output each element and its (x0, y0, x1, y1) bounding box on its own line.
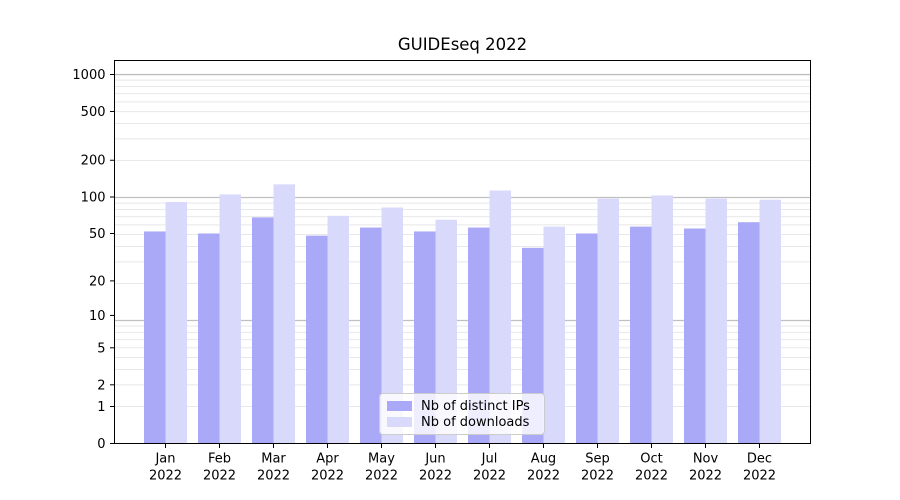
bar-jul-ips (468, 227, 490, 444)
bar-nov-downloads (705, 198, 727, 444)
bar-oct-downloads (651, 195, 673, 444)
x-tick-label-month: Mar (261, 452, 286, 467)
bar-dec-downloads (759, 199, 781, 444)
legend-item-distinct-ips: Nb of distinct IPs (387, 398, 536, 414)
chart-title: GUIDEseq 2022 (397, 35, 528, 54)
bar-jul-downloads (489, 190, 511, 444)
legend-label-distinct-ips: Nb of distinct IPs (421, 398, 530, 414)
x-tick-label-year: 2022 (419, 469, 452, 484)
bar-feb-downloads (219, 194, 241, 444)
x-tick-label-month: Dec (747, 452, 772, 467)
y-tick-label: 500 (81, 105, 106, 120)
bar-may-downloads (381, 207, 403, 444)
x-tick-label-year: 2022 (689, 469, 722, 484)
bar-dec-ips (738, 222, 760, 444)
bar-jun-downloads (435, 219, 457, 444)
x-tick-label-month: Jan (154, 452, 175, 467)
bar-apr-ips (306, 235, 328, 444)
x-tick-label-year: 2022 (635, 469, 668, 484)
bar-jan-ips (144, 231, 166, 444)
bar-jun-ips (414, 231, 436, 444)
x-tick-label-month: Aug (531, 452, 556, 467)
bar-jan-downloads (165, 201, 187, 444)
x-tick-label-month: May (368, 452, 395, 467)
y-tick-label: 20 (89, 274, 106, 289)
legend-swatch-downloads (387, 417, 412, 427)
legend-swatch-distinct-ips (387, 401, 412, 411)
y-tick-label: 1 (97, 400, 105, 415)
bar-mar-ips (252, 217, 274, 444)
x-tick-label-year: 2022 (473, 469, 506, 484)
y-tick-label: 2 (97, 378, 105, 393)
y-tick-label: 0 (97, 437, 105, 452)
bar-oct-ips (630, 226, 652, 444)
bar-sep-ips (576, 233, 598, 444)
x-tick-label-month: Jun (424, 452, 445, 467)
bar-aug-downloads (543, 226, 565, 444)
bar-mar-downloads (273, 184, 295, 444)
bar-feb-ips (198, 233, 220, 444)
x-tick-label-year: 2022 (743, 469, 776, 484)
y-tick-label: 10 (89, 309, 106, 324)
x-tick-label-month: Feb (208, 452, 231, 467)
bar-may-ips (360, 227, 382, 444)
x-tick-label-year: 2022 (581, 469, 614, 484)
legend-label-downloads: Nb of downloads (421, 414, 530, 430)
x-tick-label-year: 2022 (365, 469, 398, 484)
y-tick-label: 1000 (72, 68, 105, 83)
bar-nov-ips (684, 228, 706, 444)
x-tick-label-year: 2022 (203, 469, 236, 484)
x-tick-label-year: 2022 (257, 469, 290, 484)
x-tick-label-month: Nov (693, 452, 719, 467)
x-tick-label-month: Jul (481, 452, 498, 467)
x-tick-label-month: Apr (316, 452, 339, 467)
legend: Nb of distinct IPs Nb of downloads (379, 393, 545, 435)
y-tick-label: 200 (81, 154, 106, 169)
y-tick-label: 50 (89, 227, 106, 242)
bar-sep-downloads (597, 198, 619, 444)
legend-item-downloads: Nb of downloads (387, 414, 536, 430)
x-tick-label-year: 2022 (527, 469, 560, 484)
bar-apr-downloads (327, 215, 349, 444)
x-tick-label-month: Sep (585, 452, 610, 467)
y-tick-label: 5 (97, 341, 105, 356)
x-tick-label-year: 2022 (311, 469, 344, 484)
x-tick-label-month: Oct (640, 452, 662, 467)
y-tick-label: 100 (81, 191, 106, 206)
plot-border (114, 60, 811, 444)
x-tick-label-year: 2022 (149, 469, 182, 484)
